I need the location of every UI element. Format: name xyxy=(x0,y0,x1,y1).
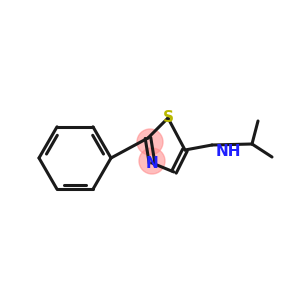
Text: S: S xyxy=(163,110,173,125)
Text: N: N xyxy=(146,155,158,170)
Text: NH: NH xyxy=(215,145,241,160)
Circle shape xyxy=(137,129,163,155)
Circle shape xyxy=(139,148,165,174)
